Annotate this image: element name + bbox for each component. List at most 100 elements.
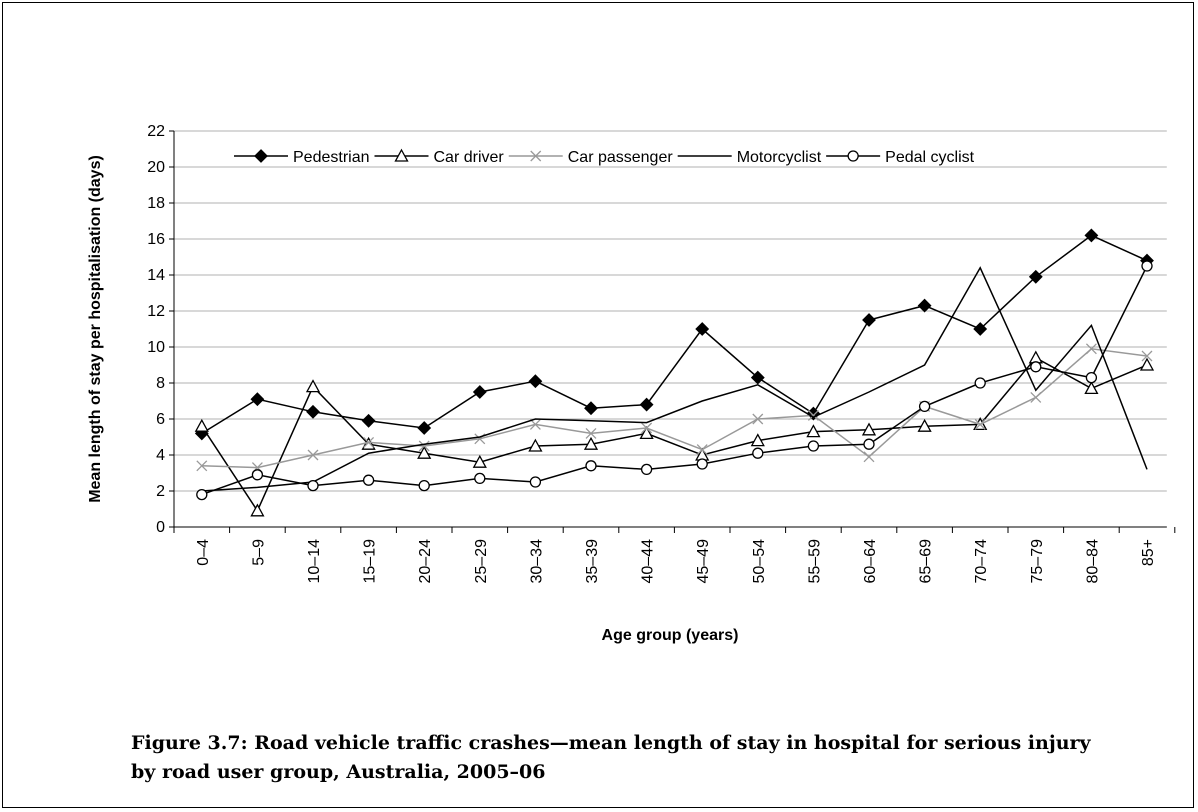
- marker: [394, 148, 409, 162]
- marker: [918, 400, 931, 413]
- x-tick-label: 45–49: [695, 539, 712, 584]
- x-tick-label: 85+: [1140, 539, 1157, 566]
- marker: [1028, 269, 1043, 284]
- x-tick-label: 5–9: [250, 539, 267, 566]
- marker: [194, 418, 209, 432]
- legend-label: Motorcyclist: [737, 149, 822, 166]
- x-tick-label: 15–19: [362, 539, 379, 584]
- caption: Figure 3.7: Road vehicle traffic crashes…: [131, 732, 1091, 783]
- marker: [418, 479, 430, 492]
- x-tick-label: 35–39: [584, 539, 601, 584]
- y-tick-label: 2: [156, 483, 165, 500]
- marker: [1085, 371, 1098, 384]
- x-axis-title: Age group (years): [602, 627, 739, 644]
- series-line: [201, 356, 1148, 513]
- chart: Mean length of stay per hospitalisation …: [87, 123, 1176, 644]
- x-tick-label: 40–44: [640, 539, 657, 584]
- marker: [973, 322, 988, 336]
- marker: [585, 460, 597, 472]
- marker: [307, 449, 319, 461]
- marker: [863, 451, 875, 463]
- marker: [250, 392, 265, 407]
- y-tick-label: 0: [156, 519, 165, 536]
- x-tick-label: 80–84: [1084, 539, 1101, 584]
- marker: [196, 488, 208, 501]
- marker: [752, 447, 764, 459]
- legend-label: Pedal cyclist: [885, 149, 974, 166]
- marker: [529, 476, 542, 488]
- marker: [695, 322, 710, 336]
- marker: [363, 436, 375, 448]
- marker: [807, 409, 819, 421]
- marker: [1030, 361, 1042, 373]
- marker: [362, 474, 375, 486]
- marker: [1141, 260, 1153, 272]
- marker: [863, 438, 875, 450]
- marker: [696, 444, 708, 456]
- marker: [305, 379, 321, 393]
- y-tick-label: 18: [147, 195, 165, 212]
- x-tick-label: 10–14: [306, 539, 323, 584]
- marker: [750, 433, 765, 447]
- marker: [1084, 381, 1099, 395]
- marker: [529, 418, 541, 430]
- marker: [639, 397, 654, 412]
- marker: [1139, 357, 1155, 371]
- marker: [806, 424, 821, 438]
- marker: [251, 469, 264, 481]
- x-tick-label: 20–24: [417, 539, 434, 584]
- marker: [1085, 343, 1097, 355]
- series-line: [201, 348, 1148, 469]
- x-tick-label: 65–69: [918, 539, 935, 584]
- x-tick-label: 25–29: [473, 539, 490, 584]
- marker: [307, 479, 319, 492]
- series-line: [201, 265, 1148, 496]
- series-line: [201, 234, 1148, 435]
- y-tick-label: 4: [156, 447, 165, 464]
- marker: [696, 458, 708, 470]
- marker: [417, 421, 432, 435]
- y-tick-label: 10: [147, 339, 165, 356]
- y-tick-label: 12: [147, 303, 165, 320]
- marker: [250, 503, 265, 517]
- legend-label: Pedestrian: [293, 149, 370, 166]
- y-tick-label: 14: [147, 267, 165, 284]
- marker: [917, 418, 932, 432]
- marker: [1084, 228, 1099, 243]
- marker: [807, 440, 820, 452]
- marker: [528, 374, 543, 389]
- x-tick-label: 0–4: [195, 539, 212, 566]
- marker: [417, 445, 432, 459]
- x-tick-label: 55–59: [806, 539, 823, 584]
- x-tick-label: 75–79: [1029, 539, 1046, 584]
- marker: [974, 418, 986, 430]
- series-line: [201, 266, 1148, 492]
- marker: [254, 149, 268, 163]
- marker: [196, 460, 208, 472]
- marker: [862, 313, 876, 327]
- y-tick-label: 22: [147, 123, 165, 140]
- marker: [640, 463, 653, 476]
- marker: [584, 401, 598, 416]
- marker: [639, 426, 654, 440]
- x-tick-label: 60–64: [862, 539, 879, 584]
- marker: [861, 422, 877, 436]
- marker: [974, 377, 986, 389]
- y-tick-label: 16: [147, 231, 165, 248]
- legend-label: Car driver: [434, 149, 505, 166]
- marker: [472, 385, 487, 399]
- marker: [1141, 350, 1153, 362]
- marker: [917, 298, 932, 313]
- y-tick-label: 20: [147, 159, 165, 176]
- x-tick-label: 50–54: [751, 539, 768, 584]
- marker: [418, 440, 430, 452]
- marker: [306, 404, 320, 419]
- x-tick-label: 70–74: [973, 539, 990, 584]
- marker: [847, 150, 859, 162]
- marker: [641, 422, 653, 434]
- marker: [361, 413, 376, 428]
- y-tick-label: 8: [156, 375, 165, 392]
- marker: [472, 454, 487, 468]
